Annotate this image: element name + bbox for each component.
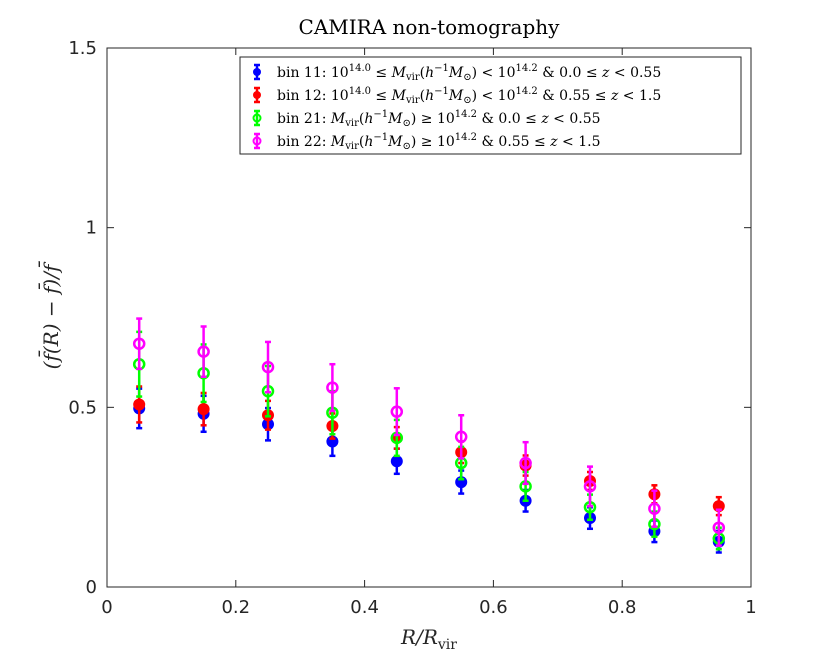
data-point [454,430,468,444]
data-point [326,381,339,394]
chart-title: CAMIRA non-tomography [299,15,561,39]
x-axis-label: R/Rvir [400,625,457,653]
legend-entry-3: bin 21: Mvir(h−1M⊙) ≥ 1014.2 & 0.0 ≤ z <… [252,109,601,129]
legend-entry-1: bin 11: 1014.0 ≤ Mvir(h−1M⊙) < 1014.2 & … [253,63,661,83]
axis-ticks: 0 0.2 0.4 0.6 0.8 1 0 0.5 1 1.5 [68,38,756,618]
y-tick-label: 1 [86,218,97,239]
y-tick-label: 0.5 [68,397,97,418]
data-point [197,403,210,416]
legend-marker [252,113,262,123]
data-point [390,455,403,468]
y-tick-label: 1.5 [68,38,97,59]
legend-marker [252,136,262,146]
legend-label: bin 22: Mvir(h−1M⊙) ≥ 1014.2 & 0.55 ≤ z … [277,132,601,152]
data-point [133,398,146,411]
series-4 [132,317,726,547]
legend-label: bin 21: Mvir(h−1M⊙) ≥ 1014.2 & 0.0 ≤ z <… [277,109,601,129]
legend-box [239,56,742,155]
x-tick-label: 1 [745,597,756,618]
data-point [712,521,726,534]
x-tick-label: 0.8 [608,597,637,618]
legend-label: bin 11: 1014.0 ≤ Mvir(h−1M⊙) < 1014.2 & … [277,63,661,83]
legend-entry-4: bin 22: Mvir(h−1M⊙) ≥ 1014.2 & 0.55 ≤ z … [252,132,601,152]
y-tick-label: 0 [86,577,97,598]
x-tick-label: 0.4 [350,597,379,618]
data-point [261,360,275,374]
data-point [197,345,210,358]
data-point [390,405,404,418]
x-tick-label: 0.2 [221,597,250,618]
legend-marker [253,68,261,76]
legend: bin 11: 1014.0 ≤ Mvir(h−1M⊙) < 1014.2 & … [239,56,742,155]
x-tick-label: 0.6 [479,597,508,618]
y-axis-label: (f̄(R) − f̄)/f̄ [38,261,63,370]
data-point [648,502,661,515]
x-tick-label: 0 [101,597,112,618]
legend-entry-2: bin 12: 1014.0 ≤ Mvir(h−1M⊙) < 1014.2 & … [253,86,661,106]
data-point [132,337,146,350]
data-point [583,480,597,493]
data-marks [132,317,726,554]
legend-label: bin 12: 1014.0 ≤ Mvir(h−1M⊙) < 1014.2 & … [277,86,661,106]
legend-marker [253,91,261,99]
data-point [519,456,532,470]
